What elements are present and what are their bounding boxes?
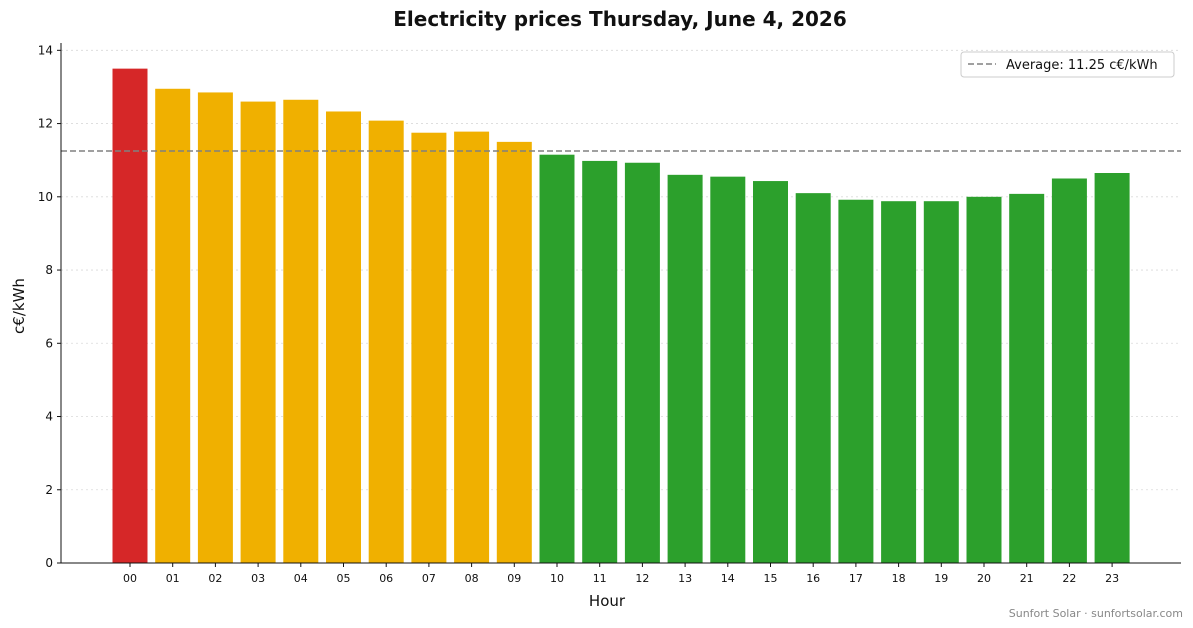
bar-hour-16 [795, 193, 831, 563]
x-tick-label: 07 [422, 572, 436, 585]
bars [112, 68, 1130, 564]
bar-hour-08 [454, 131, 490, 563]
bar-hour-13 [667, 174, 703, 563]
x-tick-label: 00 [123, 572, 137, 585]
bar-hour-15 [753, 181, 788, 563]
y-tick-label: 6 [45, 336, 53, 350]
y-tick-label: 8 [45, 263, 53, 277]
y-tick-label: 10 [38, 190, 53, 204]
x-tick-label: 15 [764, 572, 778, 585]
legend-box [960, 51, 1175, 78]
x-tick-label: 01 [166, 572, 180, 585]
x-tick-label: 11 [593, 572, 607, 585]
x-tick-label: 10 [550, 572, 564, 585]
x-tick-label: 19 [934, 572, 948, 585]
bar-hour-17 [838, 199, 874, 563]
bar-hour-07 [411, 132, 447, 563]
bar-hour-18 [881, 201, 917, 563]
y-tick-label: 12 [38, 117, 53, 131]
bar-hour-12 [624, 162, 660, 564]
legend: Average: 11.25 c€/kWh [960, 51, 1175, 78]
chart-title: Electricity prices Thursday, June 4, 202… [393, 7, 847, 31]
bar-hour-00 [112, 68, 148, 564]
y-ticks: 0 2 4 6 8 10 12 14 [38, 43, 61, 570]
legend-average-label: Average: 11.25 c€/kWh [1006, 58, 1158, 73]
y-tick-label: 0 [45, 556, 53, 570]
bar-hour-21 [1009, 193, 1045, 564]
axes [60, 43, 1181, 564]
bar-hour-20 [966, 196, 1002, 564]
x-tick-label: 06 [379, 572, 393, 585]
bar-hour-02 [197, 92, 233, 564]
x-ticks: 00 01 02 03 04 05 06 07 08 09 10 11 12 13 14 15 16 17 18 19… [123, 563, 1119, 585]
credit-text: Sunfort Solar · sunfortsolar.com [1009, 607, 1183, 620]
x-tick-label: 20 [977, 572, 991, 585]
bar-hour-14 [710, 176, 746, 563]
y-axis-label: c€/kWh [10, 278, 28, 334]
x-tick-label: 17 [849, 572, 863, 585]
x-tick-label: 03 [251, 572, 265, 585]
bar-hour-04 [283, 99, 319, 564]
x-axis-label: Hour [589, 592, 626, 610]
x-tick-label: 04 [294, 572, 308, 585]
bar-hour-22 [1051, 178, 1087, 563]
bar-hour-10 [539, 154, 575, 564]
bar-hour-11 [582, 160, 618, 563]
x-tick-label: 22 [1062, 572, 1076, 585]
x-tick-label: 14 [721, 572, 735, 585]
bar-hour-09 [496, 141, 532, 564]
bar-hour-19 [923, 201, 959, 563]
x-tick-label: 21 [1020, 572, 1034, 585]
bar-hour-23 [1094, 173, 1130, 563]
x-tick-label: 02 [208, 572, 222, 585]
x-tick-label: 09 [507, 572, 521, 585]
x-tick-label: 12 [635, 572, 649, 585]
x-tick-label: 23 [1105, 572, 1119, 585]
y-tick-label: 14 [38, 43, 53, 57]
x-tick-label: 05 [337, 572, 351, 585]
bar-hour-06 [368, 120, 404, 564]
bar-hour-05 [326, 111, 361, 563]
y-tick-label: 4 [45, 410, 53, 424]
y-tick-label: 2 [45, 483, 53, 497]
x-tick-label: 13 [678, 572, 692, 585]
x-tick-label: 16 [806, 572, 820, 585]
x-tick-label: 18 [892, 572, 906, 585]
bar-hour-03 [240, 101, 276, 563]
x-tick-label: 08 [465, 572, 479, 585]
bar-hour-01 [155, 88, 191, 563]
